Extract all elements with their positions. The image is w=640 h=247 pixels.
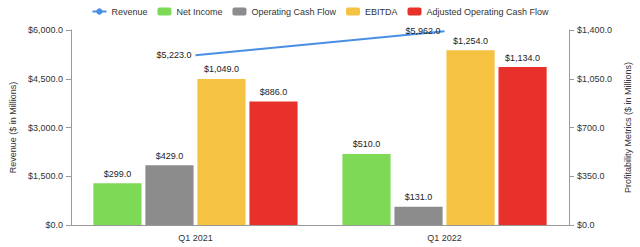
svg-text:$0.0: $0.0	[577, 220, 595, 230]
svg-text:$6,000.0: $6,000.0	[28, 25, 63, 35]
svg-text:$1,400.0: $1,400.0	[577, 25, 612, 35]
svg-text:Revenue: Revenue	[111, 7, 147, 17]
svg-text:Revenue ($ in Millions): Revenue ($ in Millions)	[8, 82, 18, 174]
svg-text:$131.0: $131.0	[405, 192, 433, 202]
svg-text:$299.0: $299.0	[104, 169, 132, 179]
svg-text:Q1 2021: Q1 2021	[178, 233, 213, 243]
svg-text:$510.0: $510.0	[353, 139, 381, 149]
svg-text:$1,049.0: $1,049.0	[204, 64, 239, 74]
svg-text:$1,500.0: $1,500.0	[28, 171, 63, 181]
svg-text:$5,223.0: $5,223.0	[156, 50, 191, 60]
svg-text:$1,254.0: $1,254.0	[453, 36, 488, 46]
svg-text:$4,500.0: $4,500.0	[28, 74, 63, 84]
svg-text:Net Income: Net Income	[176, 7, 222, 17]
svg-text:$0.0: $0.0	[45, 220, 63, 230]
svg-text:$1,050.0: $1,050.0	[577, 74, 612, 84]
svg-text:$886.0: $886.0	[260, 87, 288, 97]
svg-text:Profitability Metrics ($ in Mi: Profitability Metrics ($ in Millions)	[623, 62, 633, 193]
svg-text:$350.0: $350.0	[577, 171, 605, 181]
svg-text:Adjusted Operating Cash Flow: Adjusted Operating Cash Flow	[427, 7, 550, 17]
svg-text:Q1 2022: Q1 2022	[427, 233, 462, 243]
svg-text:$3,000.0: $3,000.0	[28, 123, 63, 133]
svg-text:Operating Cash Flow: Operating Cash Flow	[251, 7, 336, 17]
svg-text:$5,962.0: $5,962.0	[405, 26, 440, 36]
svg-text:$700.0: $700.0	[577, 123, 605, 133]
svg-text:$429.0: $429.0	[156, 151, 184, 161]
svg-text:$1,134.0: $1,134.0	[505, 53, 540, 63]
svg-text:EBITDA: EBITDA	[365, 7, 398, 17]
